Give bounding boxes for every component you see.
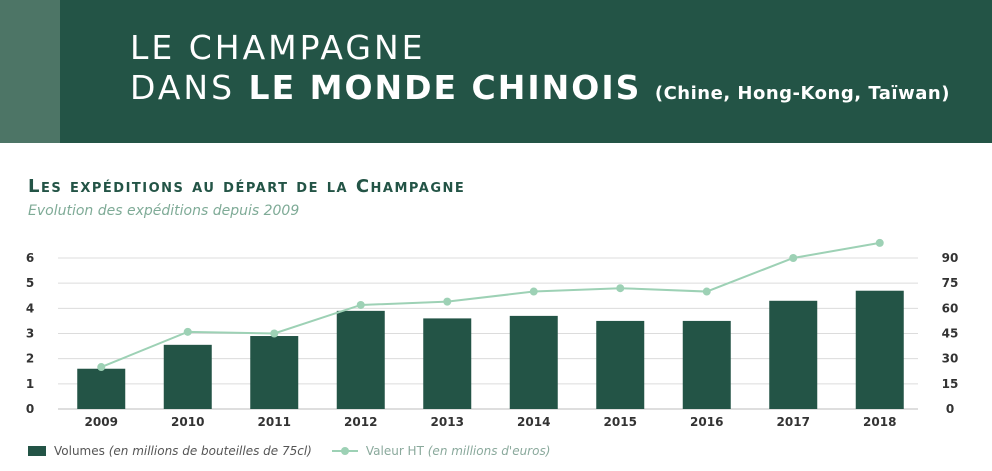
valeur-point-2017 [789, 254, 798, 262]
x-tick-label: 2016 [690, 415, 723, 429]
x-tick-label: 2015 [604, 415, 637, 429]
y-left-tick-label: 3 [26, 327, 34, 341]
valeur-point-2011 [270, 329, 279, 338]
banner-title-prefix: DANS [130, 68, 236, 107]
y-right-tick-label: 30 [942, 352, 959, 366]
valeur-point-2015 [616, 284, 625, 293]
bar-2009 [77, 368, 126, 409]
y-left-tick-label: 1 [26, 377, 34, 391]
banner-accent-stripe [0, 0, 60, 143]
legend-item-volumes: Volumes (en millions de bouteilles de 75… [28, 444, 312, 458]
valeur-point-2014 [529, 287, 538, 296]
x-tick-label: 2013 [431, 415, 464, 429]
value-line-group [97, 238, 884, 372]
legend-label-valeur: Valeur HT [365, 444, 424, 458]
valeur-point-2010 [183, 327, 192, 336]
y-left-tick-label: 4 [26, 301, 34, 315]
bar-2016 [682, 320, 731, 409]
x-tick-label: 2018 [863, 415, 896, 429]
banner-title-bold: LE MONDE CHINOIS [248, 68, 642, 107]
bars-group [77, 290, 904, 409]
y-left-tick-label: 2 [26, 352, 34, 366]
legend-unit-valeur: (en millions d'euros) [427, 444, 551, 458]
bar-2013 [423, 318, 472, 409]
x-tick-label: 2012 [344, 415, 377, 429]
y-right-tick-label: 45 [942, 327, 959, 341]
banner-title-regions: (Chine, Hong-Kong, Taïwan) [654, 83, 950, 104]
y-right-tick-label: 75 [942, 276, 959, 290]
legend-unit-volumes: (en millions de bouteilles de 75cl) [108, 444, 312, 458]
bar-2017 [769, 300, 818, 409]
x-tick-label: 2011 [258, 415, 291, 429]
y-right-tick-label: 0 [946, 402, 954, 416]
bar-2011 [250, 336, 299, 409]
legend-swatch-valeur [331, 446, 358, 456]
bar-2014 [509, 315, 558, 409]
banner-title-line2: DANS LE MONDE CHINOIS (Chine, Hong-Kong,… [130, 68, 950, 107]
y-left-tick-label: 0 [26, 402, 34, 416]
chart-legend: Volumes (en millions de bouteilles de 75… [28, 442, 550, 460]
x-tick-label: 2009 [85, 415, 118, 429]
valeur-point-2016 [702, 287, 711, 296]
bar-2012 [336, 310, 385, 409]
legend-swatch-volumes [28, 446, 46, 456]
x-tick-label: 2014 [517, 415, 550, 429]
valeur-point-2012 [356, 300, 365, 309]
x-tick-label: 2017 [777, 415, 810, 429]
valeur-point-2018 [875, 238, 884, 247]
header-banner: LE CHAMPAGNE DANS LE MONDE CHINOIS (Chin… [0, 0, 992, 143]
bar-2018 [855, 290, 904, 409]
section-title: Les expéditions au départ de la Champagn… [28, 176, 466, 197]
banner-title-line1: LE CHAMPAGNE [130, 28, 426, 67]
y-right-tick-label: 15 [942, 377, 959, 391]
bar-2010 [163, 344, 212, 409]
y-right-tick-label: 60 [942, 301, 959, 315]
bar-2015 [596, 320, 645, 409]
y-right-tick-label: 90 [942, 251, 959, 265]
valeur-line [100, 241, 880, 368]
legend-item-valeur: Valeur HT (en millions d'euros) [331, 444, 551, 458]
section-subtitle: Evolution des expéditions depuis 2009 [28, 203, 300, 219]
x-tick-label: 2010 [171, 415, 204, 429]
y-left-tick-label: 6 [26, 251, 34, 265]
valeur-point-2013 [443, 297, 452, 306]
valeur-point-2009 [97, 363, 106, 372]
y-left-tick-label: 5 [26, 276, 34, 290]
legend-label-volumes: Volumes [54, 444, 105, 458]
